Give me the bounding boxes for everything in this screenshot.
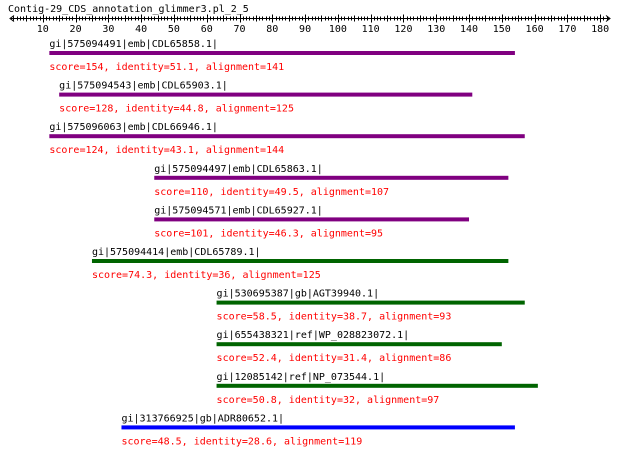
hit-alignment-bar	[154, 217, 470, 222]
ruler-tick-label: 50	[168, 24, 180, 35]
hit-alignment-bar	[216, 383, 538, 388]
hit-id-label: gi|575094543|emb|CDL65903.1|	[59, 81, 228, 92]
ruler-tick-label: 70	[233, 24, 245, 35]
hit-score-text: score=74.3, identity=36, alignment=125	[92, 270, 321, 281]
hit-track: gi|575094491|emb|CDL65858.1| score=154, i…	[49, 39, 515, 73]
hit-alignment-bar	[49, 51, 515, 55]
hit-score-text: score=154, identity=51.1, alignment=141	[49, 62, 284, 73]
ruler-tick-label: 20	[70, 24, 82, 35]
hit-list: gi|575094491|emb|CDL65858.1| score=154, i…	[49, 39, 538, 447]
hit-score-text: score=52.4, identity=31.4, alignment=86	[217, 353, 452, 364]
ruler-tick-label: 40	[135, 24, 147, 35]
hit-track: gi|575094543|emb|CDL65903.1| score=128, i…	[59, 81, 473, 115]
position-ruler: 10 20 30 40 50 60 70 80 90 100 110 120 130 140 150 160 1…	[9, 14, 611, 35]
hit-id-label: gi|575094491|emb|CDL65858.1|	[49, 39, 218, 50]
hit-id-label: gi|575094571|emb|CDL65927.1|	[154, 205, 323, 216]
ruler-tick-label: 10	[37, 24, 49, 35]
hit-score-text: score=101, identity=46.3, alignment=95	[154, 228, 383, 239]
ruler-left-arrow	[9, 15, 15, 22]
hit-track: gi|575094497|emb|CDL65863.1| score=110, i…	[154, 164, 509, 198]
hit-score-text: score=58.5, identity=38.7, alignment=93	[217, 312, 452, 323]
hit-id-label: gi|12085142|ref|NP_073544.1|	[217, 372, 386, 383]
hit-alignment-bar	[154, 175, 509, 180]
hit-alignment-bar	[49, 134, 525, 139]
ruler-tick-label: 80	[266, 24, 278, 35]
ruler-tick-label: 130	[427, 24, 445, 35]
hit-id-label: gi|575094414|emb|CDL65789.1|	[92, 247, 261, 258]
hit-alignment-bar	[121, 425, 515, 430]
hit-score-text: score=110, identity=49.5, alignment=107	[154, 187, 389, 198]
ruler-tick-label: 170	[558, 24, 576, 35]
hit-score-text: score=128, identity=44.8, alignment=125	[59, 104, 294, 115]
hit-id-label: gi|530695387|gb|AGT39940.1|	[217, 289, 380, 300]
ruler-tick-label: 140	[460, 24, 478, 35]
hit-id-label: gi|575094497|emb|CDL65863.1|	[154, 164, 323, 175]
hit-alignment-bar	[216, 300, 525, 305]
hit-id-label: gi|655438321|ref|WP_028823072.1|	[217, 330, 410, 341]
figure-title: Contig-29_CDS_annotation_glimmer3.pl_2_5	[8, 4, 249, 15]
hit-track: gi|575096063|emb|CDL66946.1| score=124, i…	[49, 122, 525, 156]
ruler-tick-label: 150	[493, 24, 511, 35]
hit-track: gi|575094571|emb|CDL65927.1| score=101, i…	[154, 205, 470, 239]
ruler-tick-label: 110	[362, 24, 380, 35]
ruler-tick-label: 60	[201, 24, 213, 35]
hit-id-label: gi|313766925|gb|ADR80652.1|	[121, 413, 284, 424]
ruler-tick-label: 160	[526, 24, 544, 35]
ruler-tick-label: 180	[591, 24, 609, 35]
hit-alignment-bar	[91, 259, 509, 263]
ruler-tick-label: 120	[394, 24, 412, 35]
ruler-tick-label: 100	[329, 24, 347, 35]
hit-track: gi|530695387|gb|AGT39940.1| score=58.5, i…	[216, 289, 525, 323]
hit-alignment-bar	[59, 92, 473, 97]
hit-track: gi|12085142|ref|NP_073544.1| score=50.8, …	[216, 372, 538, 406]
hit-score-text: score=48.5, identity=28.6, alignment=119	[121, 436, 362, 447]
hit-score-text: score=124, identity=43.1, alignment=144	[49, 145, 284, 156]
hit-score-text: score=50.8, identity=32, alignment=97	[217, 395, 440, 406]
hit-id-label: gi|575096063|emb|CDL66946.1|	[49, 122, 218, 133]
hit-track: gi|655438321|ref|WP_028823072.1| score=52…	[216, 330, 502, 364]
hit-track: gi|575094414|emb|CDL65789.1| score=74.3, …	[91, 247, 509, 281]
ruler-tick-label: 30	[102, 24, 114, 35]
ruler-tick-label: 90	[299, 24, 311, 35]
hit-alignment-bar	[216, 342, 502, 347]
hit-track: gi|313766925|gb|ADR80652.1| score=48.5, i…	[121, 413, 515, 447]
